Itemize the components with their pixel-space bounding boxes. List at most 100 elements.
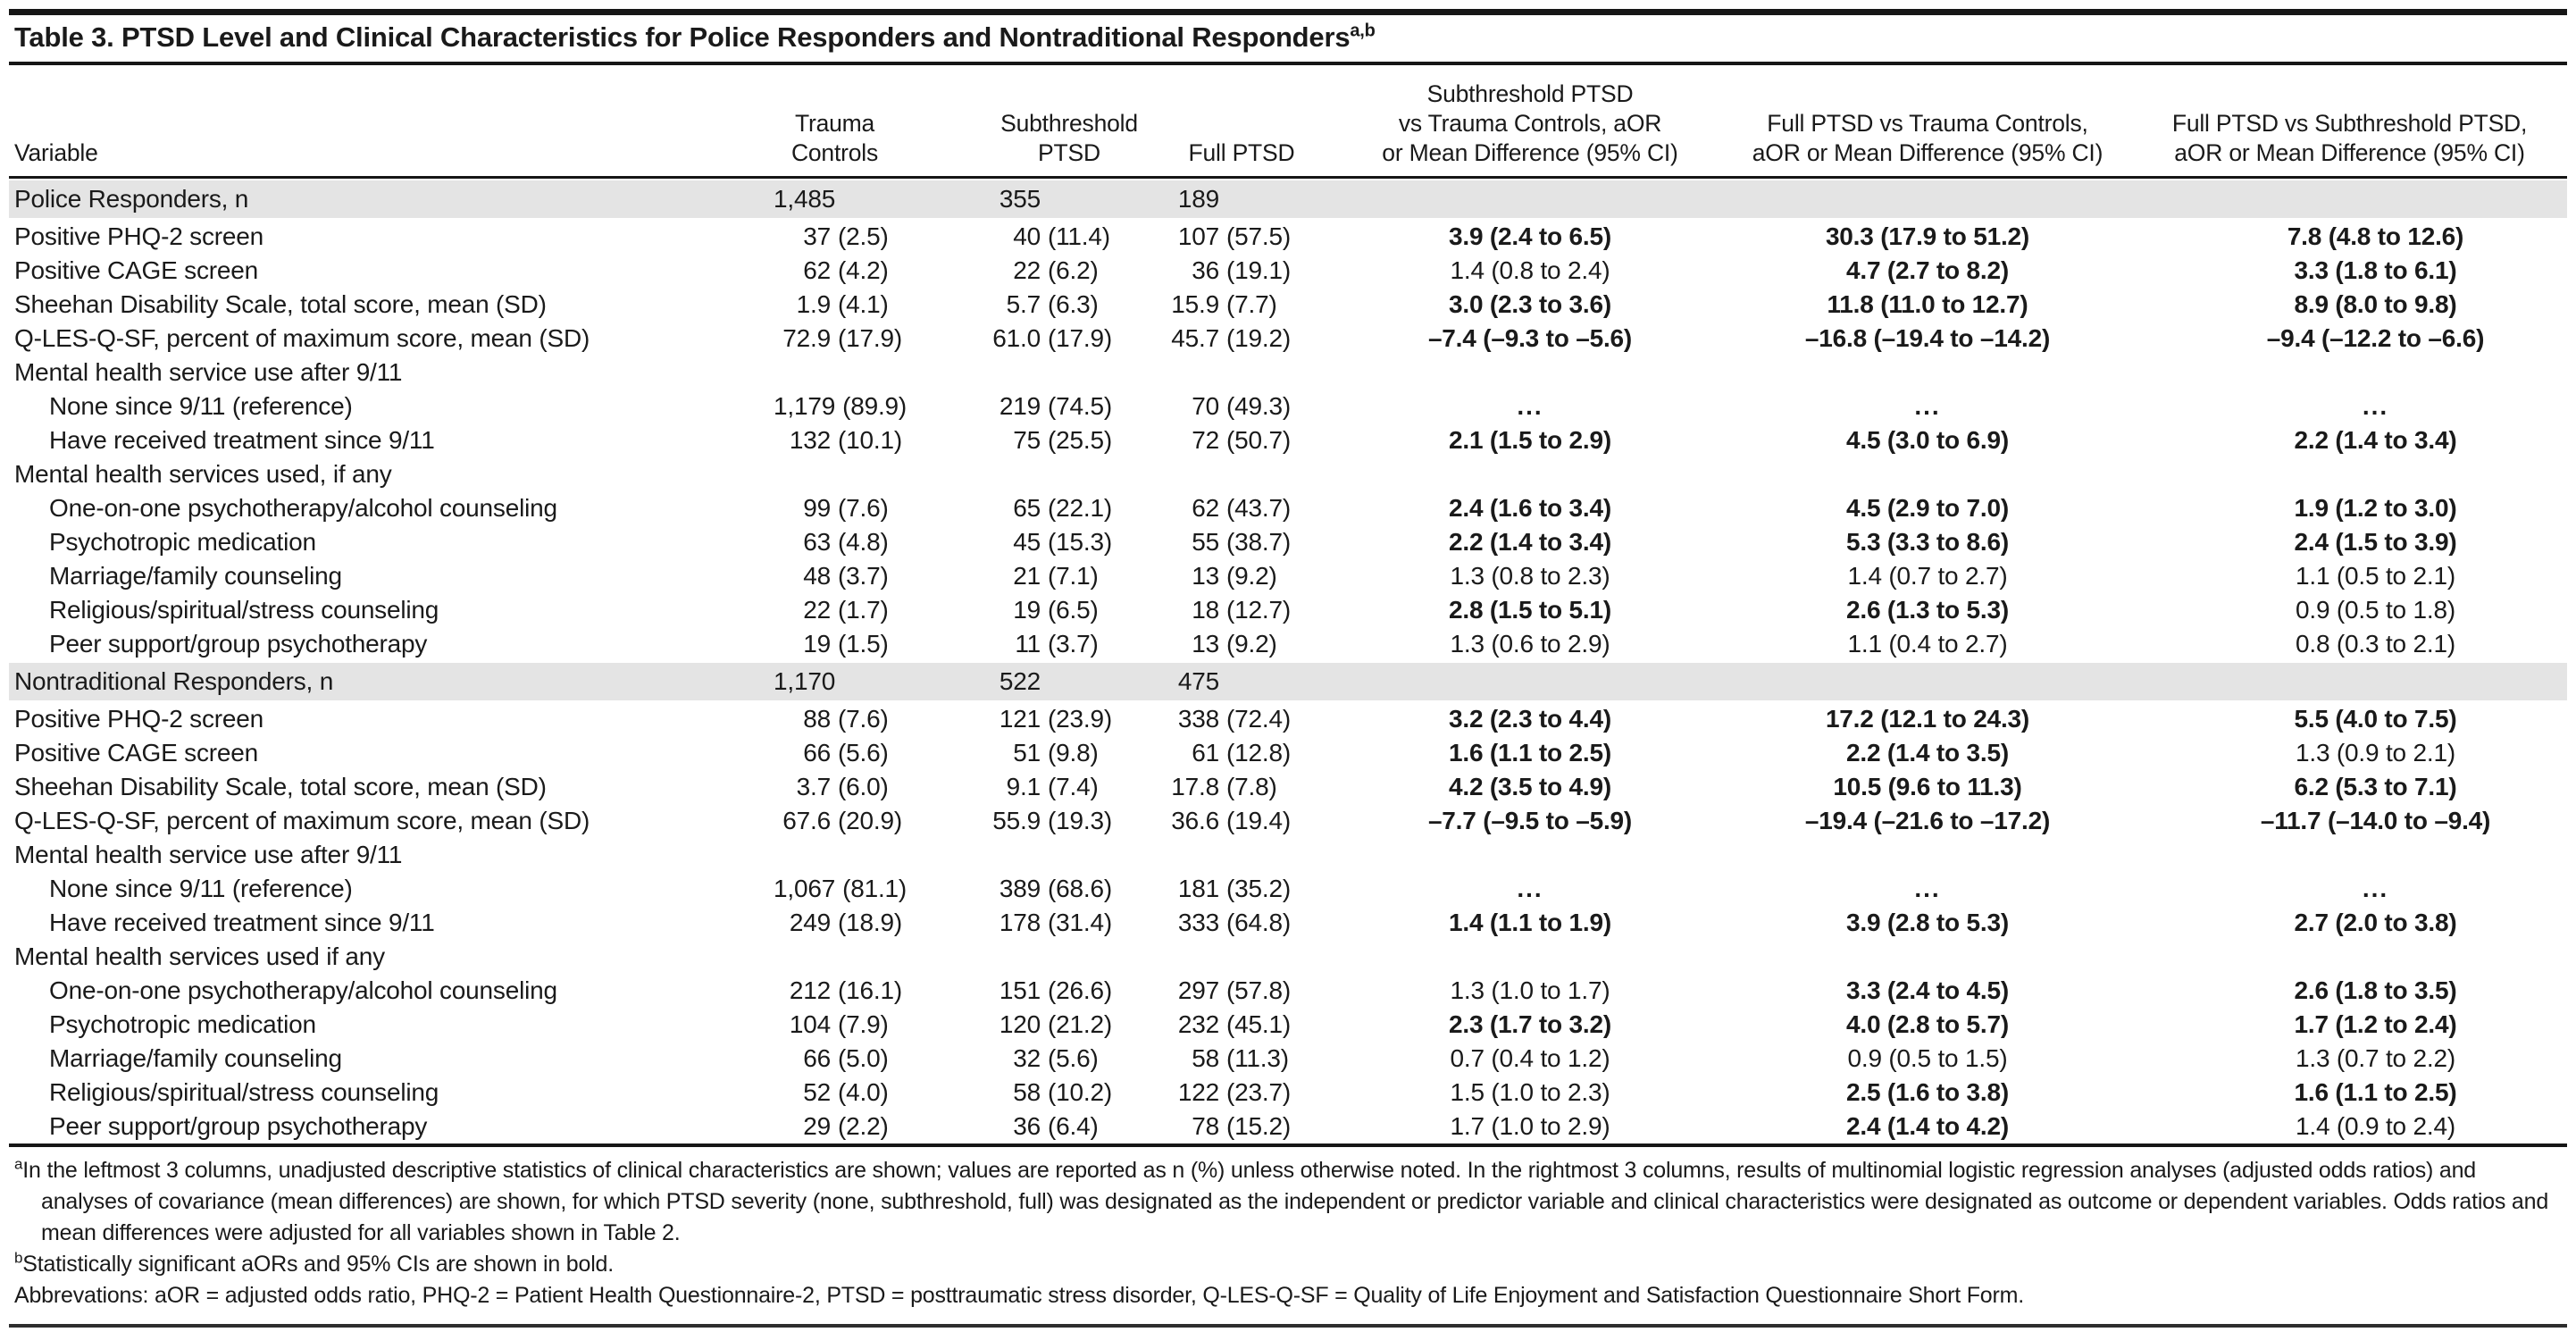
aor-cell: 5.5 (4.0 to 7.5) (2294, 705, 2457, 733)
count-cell: 36.6 (19.4) (1164, 804, 1342, 838)
subheader-row: Mental health services used if any (9, 940, 2567, 974)
row-label: None since 9/11 (reference) (49, 392, 353, 420)
row-label: Nontraditional Responders, n (14, 667, 334, 695)
count-percent: (16.1) (838, 976, 902, 1004)
count-percent: (12.8) (1226, 739, 1291, 767)
count-cell: 63 (4.8) (774, 525, 974, 559)
count-percent: (10.2) (1048, 1078, 1112, 1106)
count-cell: 22 (6.2) (974, 254, 1164, 288)
count-cell: 55.9 (19.3) (974, 804, 1164, 838)
count-number: 11 (1015, 630, 1041, 658)
row-label: Religious/spiritual/stress counseling (49, 596, 439, 624)
row-label: Positive PHQ-2 screen (14, 222, 264, 250)
count-percent: (6.3) (1048, 290, 1099, 318)
count-number: 37 (803, 222, 831, 250)
count-number: 1,485 (774, 185, 836, 213)
row-label: Psychotropic medication (49, 528, 316, 556)
count-percent: (7.4) (1048, 773, 1099, 800)
count-cell: 32 (5.6) (974, 1042, 1164, 1076)
aor-cell: 1.1 (0.4 to 2.7) (1847, 630, 2008, 658)
count-number: 18 (1192, 596, 1219, 624)
count-percent: (18.9) (838, 909, 902, 936)
count-cell: 5.7 (6.3) (974, 288, 1164, 322)
aor-cell: 17.2 (12.1 to 24.3) (1825, 705, 2030, 733)
aor-cell: 1.3 (1.0 to 1.7) (1450, 976, 1610, 1004)
col-header-full-vs-tc: Full PTSD vs Trauma Controls, aOR or Mean… (1718, 109, 2137, 168)
row-label: None since 9/11 (reference) (49, 875, 353, 902)
footnote-a: aIn the leftmost 3 columns, unadjusted d… (14, 1155, 2562, 1249)
count-cell: 15.9 (7.7) (1164, 288, 1342, 322)
count-percent: (22.1) (1048, 494, 1112, 522)
count-percent: (26.6) (1048, 976, 1112, 1004)
aor-cell: 2.3 (1.7 to 3.2) (1449, 1010, 1611, 1038)
count-cell: 36 (19.1) (1164, 254, 1342, 288)
count-number: 88 (803, 705, 831, 733)
count-percent: (49.3) (1226, 392, 1291, 420)
count-cell: 40 (11.4) (974, 220, 1164, 254)
row-label: Positive CAGE screen (14, 256, 258, 284)
count-cell: 212 (16.1) (774, 974, 974, 1008)
count-cell: 11 (3.7) (974, 627, 1164, 661)
count-cell: 45.7 (19.2) (1164, 322, 1342, 356)
aor-cell: –19.4 (–21.6 to –17.2) (1804, 807, 2051, 834)
data-row: One-on-one psychotherapy/alcohol counsel… (9, 974, 2567, 1008)
aor-cell: 3.2 (2.3 to 4.4) (1449, 705, 1611, 733)
count-percent: (10.1) (838, 426, 902, 454)
count-number: 78 (1192, 1112, 1219, 1140)
header-line: Subthreshold (1000, 110, 1138, 137)
title-rule (9, 62, 2567, 65)
aor-cell: 1.9 (1.2 to 3.0) (2294, 494, 2457, 522)
count-number: 151 (999, 976, 1041, 1004)
count-number: 32 (1013, 1044, 1041, 1072)
aor-cell: 1.3 (0.6 to 2.9) (1450, 630, 1610, 658)
count-number: 19 (1013, 596, 1041, 624)
count-number: 219 (999, 392, 1041, 420)
aor-cell: 0.9 (0.5 to 1.5) (1847, 1044, 2008, 1072)
section-row: Police Responders, n 1,485 355 189 (9, 179, 2567, 220)
aor-cell: –9.4 (–12.2 to –6.6) (2266, 324, 2485, 352)
count-cell: 189 (1164, 182, 1342, 216)
count-number: 99 (803, 494, 831, 522)
count-percent: (89.9) (842, 392, 907, 420)
aor-cell: 2.4 (1.5 to 3.9) (2294, 528, 2457, 556)
row-label: Have received treatment since 9/11 (49, 909, 435, 936)
count-number: 181 (1177, 875, 1219, 902)
count-percent: (3.7) (1048, 630, 1099, 658)
count-cell: 121 (23.9) (974, 702, 1164, 736)
aor-cell: 4.7 (2.7 to 8.2) (1846, 256, 2009, 284)
count-percent: (3.7) (838, 562, 889, 590)
aor-cell: 4.5 (3.0 to 6.9) (1846, 426, 2009, 454)
count-cell: 1,179 (89.9) (774, 390, 974, 423)
aor-cell: 3.0 (2.3 to 3.6) (1449, 290, 1611, 318)
aor-cell: 4.5 (2.9 to 7.0) (1846, 494, 2009, 522)
count-percent: (45.1) (1226, 1010, 1291, 1038)
count-number: 62 (803, 256, 831, 284)
count-number: 13 (1192, 562, 1219, 590)
count-number: 72.9 (782, 324, 831, 352)
aor-cell: 1.4 (0.8 to 2.4) (1450, 256, 1610, 284)
subheader-row: Mental health service use after 9/11 (9, 356, 2567, 390)
aor-cell: 30.3 (17.9 to 51.2) (1825, 222, 2030, 250)
data-row: Religious/spiritual/stress counseling 22(… (9, 593, 2567, 627)
count-percent: (5.0) (838, 1044, 889, 1072)
count-percent (842, 182, 974, 216)
count-cell: 70 (49.3) (1164, 390, 1342, 423)
footnote-b-marker: b (14, 1249, 23, 1267)
table-body: Police Responders, n 1,485 355 189 Positive … (9, 179, 2567, 1144)
aor-cell: 2.4 (1.4 to 4.2) (1846, 1112, 2009, 1140)
data-row: Sheehan Disability Scale, total score, m… (9, 288, 2567, 322)
count-number: 5.7 (1006, 290, 1041, 318)
aor-cell: 1.4 (0.9 to 2.4) (2296, 1112, 2455, 1140)
count-percent: (38.7) (1226, 528, 1291, 556)
row-label: Q-LES-Q-SF, percent of maximum score, me… (14, 807, 590, 834)
count-cell: 181 (35.2) (1164, 872, 1342, 906)
count-percent (1226, 665, 1342, 699)
aor-cell: 1.3 (0.8 to 2.3) (1450, 562, 1610, 590)
aor-cell: 11.8 (11.0 to 12.7) (1827, 290, 2028, 318)
count-cell: 72.9 (17.9) (774, 322, 974, 356)
header-line: aOR or Mean Difference (95% CI) (2174, 139, 2525, 166)
data-row: Peer support/group psychotherapy 19 (1.5) 1… (9, 627, 2567, 661)
count-percent: (6.2) (1048, 256, 1099, 284)
aor-cell: 1.6 (1.1 to 2.5) (2294, 1078, 2457, 1106)
count-percent: (19.1) (1226, 256, 1291, 284)
